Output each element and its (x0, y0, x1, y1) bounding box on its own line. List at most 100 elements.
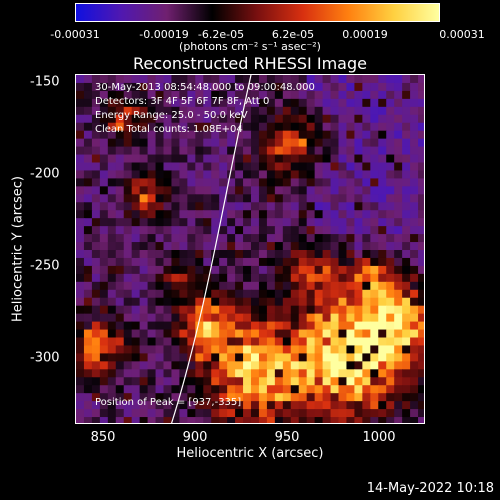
heatmap-cell (258, 210, 268, 219)
heatmap-cell (370, 98, 379, 108)
heatmap-cell (163, 409, 173, 418)
heatmap-cell (139, 377, 149, 386)
heatmap-cell (195, 75, 204, 84)
heatmap-cell (179, 234, 188, 243)
heatmap-cell (266, 242, 276, 251)
heatmap-cell (314, 98, 324, 108)
heatmap-cell (123, 226, 133, 235)
heatmap-cell (99, 75, 109, 84)
heatmap-cell (282, 186, 292, 195)
heatmap-cell (290, 250, 300, 259)
heatmap-cell (330, 146, 340, 156)
heatmap-cell (91, 146, 101, 156)
heatmap-cell (91, 106, 101, 116)
heatmap-cell (91, 409, 101, 418)
heatmap-cell (195, 289, 204, 299)
heatmap-cell (290, 265, 300, 275)
heatmap-cell (418, 90, 424, 100)
heatmap-cell (258, 242, 268, 251)
heatmap-cell (203, 210, 212, 219)
heatmap-cell (258, 257, 268, 267)
heatmap-cell (243, 194, 252, 203)
heatmap-cell (171, 417, 180, 423)
heatmap-cell (76, 170, 85, 179)
heatmap-cell (147, 114, 157, 124)
heatmap-cell (378, 377, 387, 386)
heatmap-cell (266, 257, 276, 267)
heatmap-cell (243, 369, 252, 378)
heatmap-cell (258, 417, 268, 423)
heatmap-cell (179, 75, 188, 84)
heatmap-cell (266, 202, 276, 211)
heatmap-cell (195, 154, 204, 164)
heatmap-cell (258, 170, 268, 179)
heatmap-cell (394, 90, 403, 100)
heatmap-cell (346, 162, 355, 172)
heatmap-cell (91, 289, 101, 299)
heatmap-cell (139, 106, 149, 116)
heatmap-cell (243, 162, 252, 172)
heatmap-cell (386, 234, 395, 243)
heatmap-cell (107, 385, 117, 394)
heatmap-cell (290, 202, 300, 211)
heatmap-cell (282, 226, 292, 235)
heatmap-cell (155, 337, 165, 347)
heatmap-cell (282, 130, 292, 140)
heatmap-cell (394, 218, 403, 227)
heatmap-cell (418, 218, 424, 227)
heatmap-cell (418, 154, 424, 164)
heatmap-cell (107, 130, 117, 140)
heatmap-cell (322, 122, 332, 132)
heatmap-cell (139, 417, 149, 423)
heatmap-cell (378, 218, 387, 227)
heatmap-cell (83, 218, 93, 227)
heatmap-cell (115, 154, 125, 164)
heatmap-cell (91, 257, 101, 267)
heatmap-cell (258, 377, 268, 386)
heatmap-cell (418, 385, 424, 394)
heatmap-cell (91, 90, 101, 100)
heatmap-cell (187, 417, 196, 423)
heatmap-cell (195, 385, 204, 394)
heatmap-cell (402, 242, 411, 251)
heatmap-cell (322, 377, 332, 386)
heatmap-cell (306, 90, 316, 100)
heatmap-cell (83, 329, 93, 339)
heatmap-cell (306, 194, 316, 203)
heatmap-cell (330, 154, 340, 164)
heatmap-cell (378, 337, 387, 347)
heatmap-cell (139, 162, 149, 172)
heatmap-cell (179, 138, 188, 148)
heatmap-cell (418, 369, 424, 378)
heatmap-cell (298, 265, 308, 275)
heatmap-cell (243, 313, 252, 323)
heatmap-cell (386, 226, 395, 235)
heatmap-cell (322, 345, 332, 354)
heatmap-cell (203, 178, 212, 187)
heatmap-cell (203, 130, 212, 140)
heatmap-cell (187, 146, 196, 156)
heatmap-cell (211, 154, 220, 164)
heatmap-cell (203, 369, 212, 378)
heatmap-cell (266, 377, 276, 386)
heatmap-cell (76, 250, 85, 259)
heatmap-cell (258, 305, 268, 315)
heatmap-cell (147, 393, 157, 402)
heatmap-cell (155, 305, 165, 315)
heatmap-cell (99, 154, 109, 164)
heatmap-cell (123, 122, 133, 132)
heatmap-cell (362, 345, 371, 354)
heatmap-cell (338, 250, 348, 259)
heatmap-cell (107, 114, 117, 124)
heatmap-cell (123, 170, 133, 179)
heatmap-cell (274, 329, 284, 339)
heatmap-cell (107, 218, 117, 227)
heatmap-cell (346, 329, 355, 339)
heatmap-cell (139, 281, 149, 291)
heatmap-cell (123, 242, 133, 251)
heatmap-cell (274, 75, 284, 84)
heatmap-cell (107, 393, 117, 402)
heatmap-cell (298, 202, 308, 211)
heatmap-cell (402, 250, 411, 259)
heatmap-cell (298, 297, 308, 307)
